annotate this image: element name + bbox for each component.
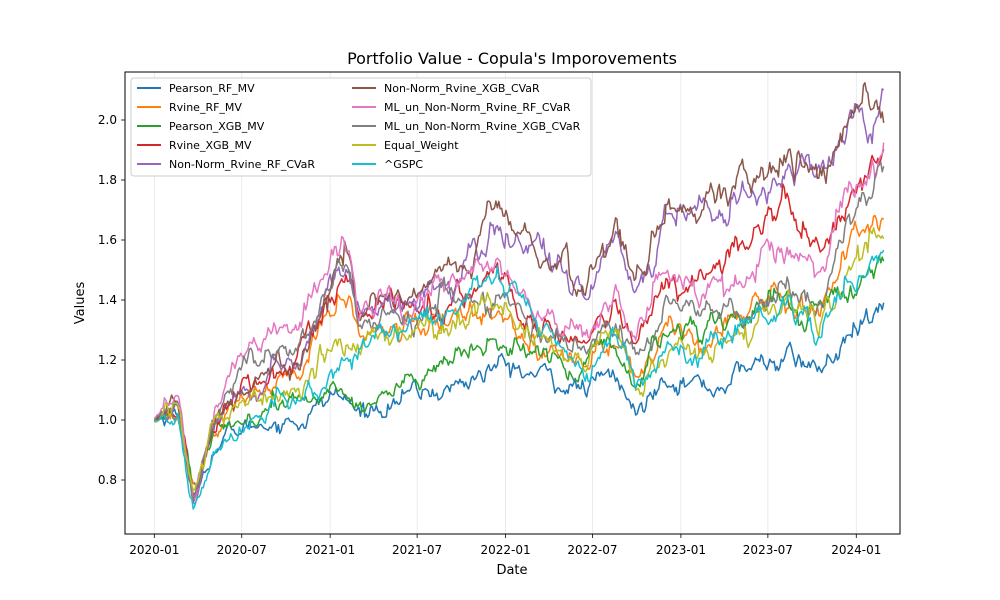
y-tick-label: 1.6 bbox=[98, 233, 117, 247]
legend-label: ^GSPC bbox=[384, 158, 423, 171]
series-line bbox=[154, 161, 885, 500]
y-tick-label: 0.8 bbox=[98, 473, 117, 487]
legend-label: Rvine_RF_MV bbox=[169, 101, 242, 114]
legend: Pearson_RF_MV Rvine_RF_MV Pearson_XGB_MV Rv… bbox=[130, 77, 592, 177]
x-tick-label: 2021-01 bbox=[305, 543, 355, 557]
y-tick-label: 1.8 bbox=[98, 173, 117, 187]
legend-label: Non-Norm_Rvine_RF_CVaR bbox=[169, 158, 315, 171]
legend-label: Equal_Weight bbox=[384, 139, 459, 152]
y-tick-label: 1.2 bbox=[98, 353, 117, 367]
plot-frame bbox=[124, 71, 901, 535]
legend-label: Rvine_XGB_MV bbox=[169, 139, 252, 152]
legend-label: Pearson_RF_MV bbox=[169, 82, 255, 95]
series-line bbox=[154, 148, 885, 503]
legend-label: Non-Norm_Rvine_XGB_CVaR bbox=[384, 82, 540, 95]
series-line bbox=[154, 302, 885, 488]
legend-label: Pearson_XGB_MV bbox=[169, 120, 265, 133]
legend-label: ML_un_Non-Norm_Rvine_XGB_CVaR bbox=[384, 120, 581, 133]
legend-label: ML_un_Non-Norm_Rvine_RF_CVaR bbox=[384, 101, 571, 114]
x-tick-label: 2023-07 bbox=[743, 543, 793, 557]
y-axis-label: Values bbox=[73, 282, 88, 325]
y-tick-label: 1.4 bbox=[98, 293, 117, 307]
x-tick-label: 2021-07 bbox=[392, 543, 442, 557]
x-tick-label: 2022-07 bbox=[567, 543, 617, 557]
x-tick-label: 2023-01 bbox=[656, 543, 706, 557]
x-tick-label: 2024-01 bbox=[831, 543, 881, 557]
series-line bbox=[154, 249, 885, 510]
series-line bbox=[153, 82, 885, 498]
x-axis: 2020-01 2020-07 2021-01 2021-07 2022-01 2022-… bbox=[129, 534, 881, 557]
y-tick-label: 2.0 bbox=[98, 113, 117, 127]
y-axis: 0.8 1.0 1.2 1.4 1.6 1.8 2.0 bbox=[98, 113, 125, 487]
x-axis-label: Date bbox=[496, 563, 527, 578]
chart-title: Portfolio Value - Copula's Imporovements bbox=[347, 49, 677, 68]
x-tick-label: 2020-01 bbox=[129, 543, 179, 557]
y-tick-label: 1.0 bbox=[98, 413, 117, 427]
x-tick-label: 2020-07 bbox=[217, 543, 267, 557]
series-layer bbox=[153, 82, 885, 510]
x-tick-label: 2022-01 bbox=[480, 543, 530, 557]
